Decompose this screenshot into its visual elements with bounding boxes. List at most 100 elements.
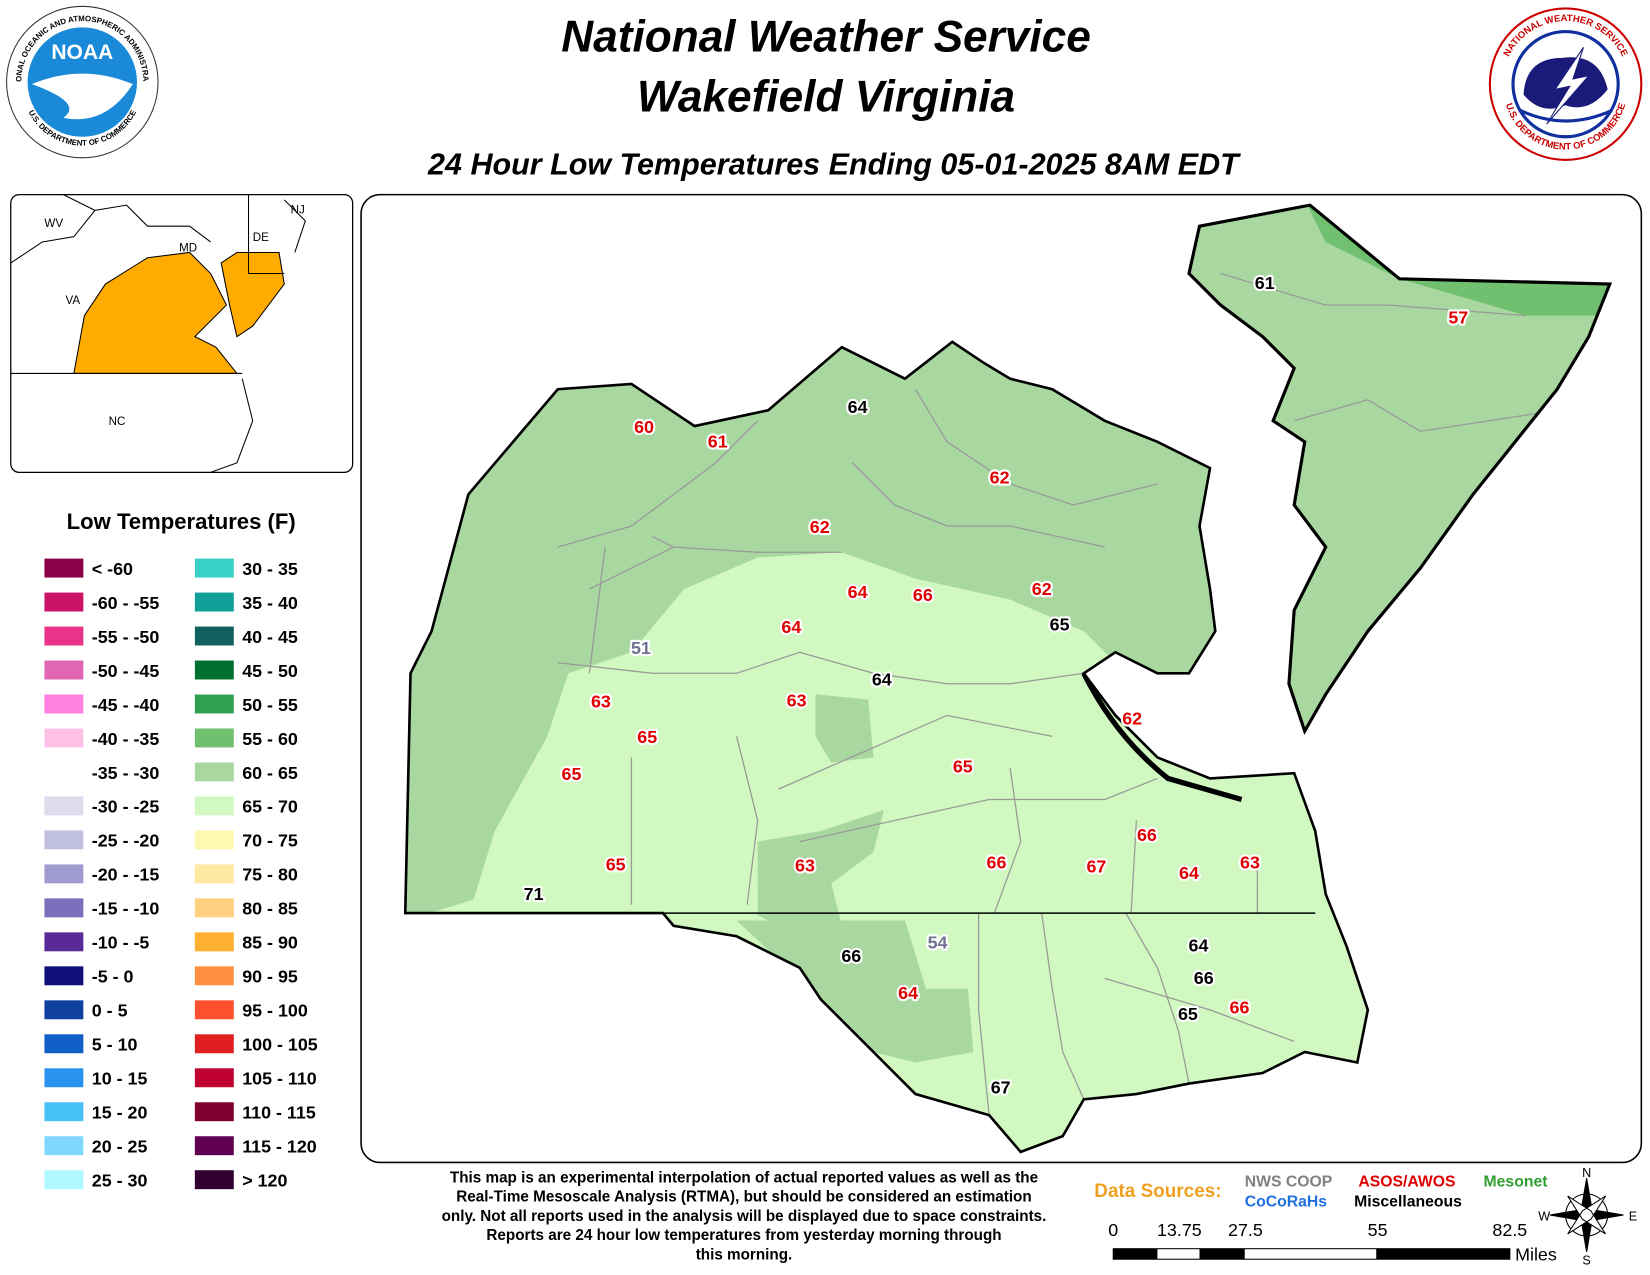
legend-label: -25 - -20	[92, 831, 160, 851]
scale-label: 27.5	[1228, 1220, 1263, 1240]
scale-labels: 0 13.75 27.5 55 82.5	[1108, 1220, 1527, 1240]
legend-label: -55 - -50	[92, 627, 160, 647]
station-value: 66	[1230, 998, 1250, 1018]
inset-label: NC	[109, 416, 126, 428]
legend-label: < -60	[92, 559, 133, 579]
station-value: 61	[1255, 273, 1275, 293]
station-value: 51	[631, 638, 651, 658]
source-name: Mesonet	[1484, 1174, 1549, 1191]
inset-label: WV	[44, 218, 63, 230]
station-value: 66	[987, 852, 1007, 872]
station-value: 67	[1086, 857, 1106, 877]
legend-label: 60 - 65	[242, 763, 298, 783]
legend-label: 20 - 25	[92, 1137, 148, 1157]
legend-swatch	[194, 1034, 234, 1054]
station-value: 54	[928, 932, 948, 952]
legend-swatch	[44, 762, 84, 782]
inset-label: MD	[179, 242, 197, 254]
station-value: 65	[1050, 615, 1070, 635]
legend-label: 115 - 120	[242, 1137, 317, 1157]
scale-label: 13.75	[1157, 1220, 1202, 1240]
subtitle: 24 Hour Low Temperatures Ending 05-01-20…	[427, 148, 1241, 182]
station-value: 63	[1240, 852, 1260, 872]
legend-swatch	[44, 660, 84, 680]
legend-label: 110 - 115	[242, 1103, 316, 1123]
legend-swatch	[44, 966, 84, 986]
legend-swatch	[194, 966, 234, 986]
station-value: 62	[810, 517, 830, 537]
station-value: 64	[848, 397, 868, 417]
legend-label: -30 - -25	[92, 797, 160, 817]
region-fill	[757, 810, 884, 937]
station-value: 63	[795, 856, 815, 876]
legend-label: 90 - 95	[242, 967, 298, 987]
region-fill	[736, 920, 974, 1063]
legend-label: 85 - 90	[242, 933, 298, 953]
legend-swatch	[194, 558, 234, 578]
legend-swatch	[44, 1170, 84, 1190]
legend-swatch	[44, 626, 84, 646]
region-fill	[405, 341, 1263, 926]
legend-label: 15 - 20	[92, 1103, 148, 1123]
legend-label: 80 - 85	[242, 899, 298, 919]
legend-swatch	[194, 660, 234, 680]
station-value: 66	[1194, 968, 1214, 988]
legend-swatch	[194, 694, 234, 714]
scale-bar	[1112, 1248, 1511, 1260]
note-line: This map is an experimental interpolatio…	[450, 1169, 1038, 1186]
source-name: ASOS/AWOS	[1358, 1174, 1455, 1191]
station-value: 64	[898, 983, 918, 1003]
compass-label: W	[1538, 1209, 1550, 1223]
source-name: NWS COOP	[1245, 1174, 1333, 1191]
station-value: 63	[591, 691, 611, 711]
legend-swatch	[194, 626, 234, 646]
legend-swatch	[44, 1068, 84, 1088]
legend-swatch	[194, 796, 234, 816]
legend-label: 95 - 100	[242, 1001, 308, 1021]
legend-label: 105 - 110	[242, 1069, 317, 1089]
legend-swatch	[194, 932, 234, 952]
nws-logo: NATIONAL WEATHER SERVICE U.S. DEPARTMENT…	[1488, 7, 1643, 161]
station-value: 65	[1178, 1004, 1198, 1024]
compass: N E S W	[1538, 1166, 1637, 1267]
legend-swatch	[194, 592, 234, 612]
legend-swatch	[44, 1136, 84, 1156]
legend-label: 0 - 5	[92, 1001, 128, 1021]
legend-label: 50 - 55	[242, 695, 298, 715]
legend-swatch	[44, 694, 84, 714]
station-value: 62	[1122, 708, 1142, 728]
note-line: this morning.	[696, 1246, 793, 1263]
legend-label: -5 - 0	[92, 967, 134, 987]
station-value: 67	[991, 1078, 1011, 1098]
legend-swatch	[194, 1000, 234, 1020]
note-line: Real-Time Mesoscale Analysis (RTMA), but…	[456, 1189, 1031, 1206]
note-line: Reports are 24 hour low temperatures fro…	[486, 1227, 1001, 1244]
legend-label: 5 - 10	[92, 1035, 138, 1055]
station-value: 64	[872, 669, 892, 689]
station-value: 64	[848, 582, 868, 602]
title-line: National Weather Service	[561, 13, 1090, 62]
legend-label: -20 - -15	[92, 865, 160, 885]
station-value: 57	[1448, 307, 1468, 327]
legend-swatch	[44, 558, 84, 578]
legend-label: -60 - -55	[92, 593, 160, 613]
inset-label: DE	[253, 232, 269, 244]
legend-label: -50 - -45	[92, 661, 160, 681]
legend-label: -10 - -5	[92, 933, 150, 953]
inset-label: VA	[65, 295, 80, 307]
legend-label: 100 - 105	[242, 1035, 318, 1055]
legend-label: > 120	[242, 1171, 287, 1191]
station-value: 65	[606, 854, 626, 874]
station-value: 64	[1189, 936, 1209, 956]
station-value: 66	[841, 946, 861, 966]
legend-label: 65 - 70	[242, 797, 298, 817]
station-value: 60	[634, 417, 654, 437]
legend-label: 30 - 35	[242, 559, 298, 579]
logo-label: NOAA	[51, 41, 113, 64]
legend-swatch	[194, 864, 234, 884]
legend-swatch	[44, 1000, 84, 1020]
legend-swatch	[194, 1136, 234, 1156]
legend-swatch	[194, 1068, 234, 1088]
station-value: 62	[1032, 579, 1052, 599]
